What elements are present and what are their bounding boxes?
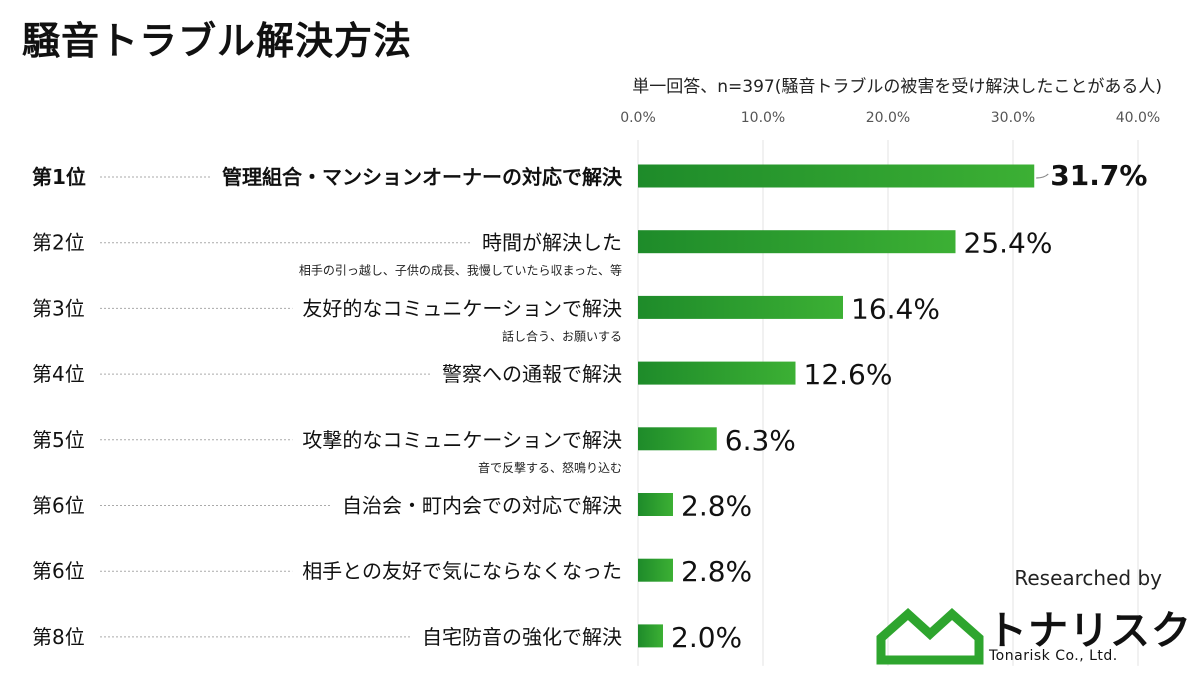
rank-label: 第8位 (32, 625, 85, 649)
category-note: 音で反撃する、怒鳴り込む (478, 460, 622, 475)
bar (638, 493, 673, 516)
value-label: 6.3% (725, 424, 796, 457)
category-note: 話し合う、お願いする (502, 328, 622, 343)
bar-row: 第4位 警察への通報で解決 12.6% (32, 358, 892, 391)
value-label: 25.4% (964, 227, 1053, 260)
category-label: 攻撃的なコミュニケーションで解決 (302, 428, 622, 452)
value-label: 12.6% (804, 358, 893, 391)
category-label: 管理組合・マンションオーナーの対応で解決 (222, 165, 623, 189)
rank-label: 第4位 (32, 362, 85, 386)
x-tick-label: 10.0% (741, 110, 785, 126)
rank-label: 第1位 (32, 165, 86, 189)
bar (638, 624, 663, 648)
bar (638, 558, 673, 582)
category-label: 自治会・町内会での対応で解決 (342, 494, 622, 518)
value-label: 2.0% (671, 621, 742, 654)
x-axis-ticks: 0.0% 10.0% 20.0% 30.0% 40.0% (620, 110, 1160, 126)
value-label: 2.8% (681, 490, 752, 523)
x-tick-label: 40.0% (1116, 110, 1160, 126)
logo-name: トナリスク (987, 608, 1192, 654)
rank-label: 第2位 (32, 231, 85, 255)
rank-label: 第6位 (32, 559, 85, 583)
category-label: 警察への通報で解決 (442, 362, 622, 386)
rank-label: 第5位 (32, 428, 85, 452)
bar (638, 427, 717, 451)
value-label: 31.7% (1050, 159, 1147, 192)
company-logo: トナリスク Tonarisk Co., Ltd. (875, 600, 1191, 672)
x-tick-label: 20.0% (866, 110, 910, 126)
bar (638, 164, 1035, 188)
value-label: 16.4% (851, 292, 940, 325)
category-label: 友好的なコミュニケーションで解決 (302, 296, 622, 320)
bar-row: 第1位 管理組合・マンションオーナーの対応で解決 31.7% (32, 159, 1147, 192)
category-label: 時間が解決した (482, 231, 622, 255)
category-label: 相手との友好で気にならなくなった (302, 559, 622, 583)
logo-english-name: Tonarisk Co., Ltd. (989, 648, 1118, 664)
bar-row: 第8位 自宅防音の強化で解決 2.0% (32, 621, 742, 654)
value-pointer (1036, 173, 1049, 179)
chart-subtitle: 単一回答、n=397(騒音トラブルの被害を受け解決したことがある人) (632, 77, 1162, 97)
credit-text: Researched by (1014, 566, 1162, 590)
house-outline-logo-icon (876, 607, 984, 665)
value-label: 2.8% (681, 555, 752, 588)
bar (638, 295, 843, 319)
rank-label: 第6位 (32, 494, 85, 518)
category-note: 相手の引っ越し、子供の成長、我慢していたら収まった、等 (299, 264, 622, 278)
bar (638, 230, 956, 254)
bar-rows: 第1位 管理組合・マンションオーナーの対応で解決 31.7% 第2位 時間が解決した相手… (32, 159, 1147, 654)
x-tick-label: 30.0% (991, 110, 1035, 126)
bar-row: 第6位 相手との友好で気にならなくなった 2.8% (32, 555, 752, 588)
bar (638, 361, 796, 385)
chart-title: 騒音トラブル解決方法 (22, 19, 413, 63)
category-label: 自宅防音の強化で解決 (422, 625, 622, 649)
rank-label: 第3位 (32, 296, 85, 320)
x-tick-label: 0.0% (620, 110, 656, 126)
bar-row: 第6位 自治会・町内会での対応で解決 2.8% (32, 490, 752, 523)
